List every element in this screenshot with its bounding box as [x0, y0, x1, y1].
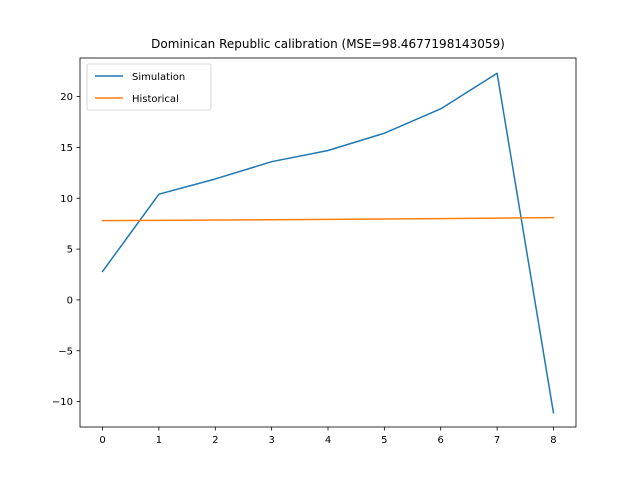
- plot-frame: [79, 57, 577, 428]
- x-tick-label: 4: [325, 435, 331, 446]
- legend: Simulation Historical: [86, 63, 212, 111]
- legend-label-simulation: Simulation: [132, 72, 185, 83]
- y-tick-label: 5: [67, 245, 73, 256]
- plot-area: 0 1 2 3 4 5 6 7 8 −10 −5 0 5 10 15 20 Simulation Historic…: [52, 57, 577, 446]
- y-tick-label: 10: [60, 194, 73, 205]
- y-tick-label: 20: [60, 92, 73, 103]
- x-tick-label: 0: [99, 435, 105, 446]
- series-line-historical: [101, 216, 555, 222]
- chart-title: Dominican Republic calibration (MSE=98.4…: [151, 37, 505, 51]
- x-tick-label: 6: [438, 435, 444, 446]
- y-tick-label: 0: [67, 295, 73, 306]
- x-tick-label: 3: [268, 435, 274, 446]
- y-tick-label: 15: [60, 143, 73, 154]
- x-tick-label: 2: [212, 435, 218, 446]
- y-tick-label: −5: [58, 346, 73, 357]
- x-tick-label: 8: [550, 435, 556, 446]
- x-tick-label: 7: [494, 435, 500, 446]
- series-line-simulation: [101, 72, 555, 414]
- x-tick-label: 1: [156, 435, 162, 446]
- y-tick-label: −10: [52, 397, 73, 408]
- x-tick-label: 5: [381, 435, 387, 446]
- legend-label-historical: Historical: [132, 94, 179, 105]
